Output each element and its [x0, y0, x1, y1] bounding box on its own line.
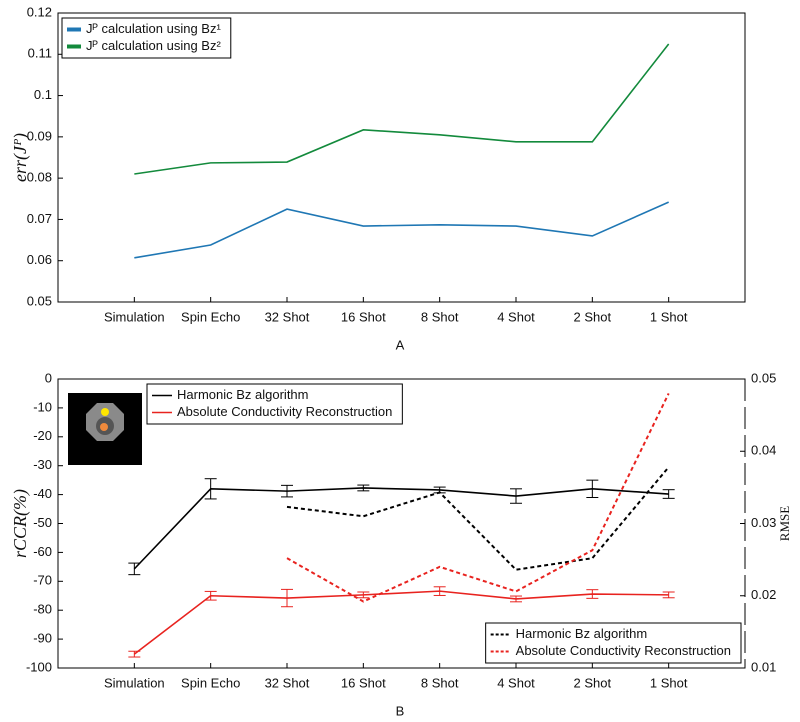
- y-tick-label: 0: [45, 370, 52, 385]
- panel-caption: A: [396, 337, 405, 352]
- legend-box: [146, 383, 403, 425]
- y2-tick-label: 0.01: [751, 659, 776, 674]
- inset-anomaly: [100, 423, 108, 431]
- series-line: [134, 43, 670, 175]
- legend-label: Harmonic Bz algorithm: [516, 626, 648, 641]
- y2-tick-label: 0.02: [751, 587, 776, 602]
- y2-tick-label: 0.03: [751, 515, 776, 530]
- x-tick-label: 32 Shot: [265, 309, 310, 324]
- y-tick-label: 0.07: [27, 211, 52, 226]
- y-tick-label: -80: [33, 602, 52, 617]
- x-tick-label: 1 Shot: [650, 675, 688, 690]
- x-tick-label: 16 Shot: [341, 309, 386, 324]
- y-tick-label: -40: [33, 486, 52, 501]
- panel-caption: B: [396, 703, 405, 718]
- x-tick-label: Spin Echo: [181, 309, 240, 324]
- error-bar: [586, 589, 599, 599]
- y-tick-label: -20: [33, 428, 52, 443]
- y-tick-label: 0.06: [27, 252, 52, 267]
- x-tick-label: 4 Shot: [497, 675, 535, 690]
- error-bar: [204, 478, 217, 500]
- error-bar: [281, 588, 293, 608]
- error-bar: [586, 479, 599, 498]
- x-tick-label: 4 Shot: [497, 309, 535, 324]
- legend: Harmonic Bz algorithm Absolute Conductivi…: [146, 383, 403, 425]
- error-bar: [281, 484, 293, 498]
- error-bar: [662, 591, 675, 599]
- legend-label: Jᴾ calculation using Bz²: [86, 38, 221, 53]
- y-tick-label: -70: [33, 573, 52, 588]
- error-bar: [128, 562, 141, 576]
- inset-image: [68, 393, 142, 465]
- error-bar: [662, 489, 675, 499]
- y-axis-label: err(Jᴾ): [10, 133, 31, 182]
- legend-box: [61, 17, 232, 59]
- error-bar: [128, 650, 141, 658]
- y-tick-label: 0.1: [34, 87, 52, 102]
- y-tick-label: 0.08: [27, 170, 52, 185]
- y-tick-label: -50: [33, 515, 52, 530]
- series-line: [134, 201, 669, 259]
- series-line: [133, 590, 669, 655]
- legend: Harmonic Bz algorithm Absolute Conductivi…: [485, 622, 742, 664]
- error-bar: [510, 595, 522, 603]
- x-tick-label: 1 Shot: [650, 309, 688, 324]
- legend-label: Absolute Conductivity Reconstruction: [177, 404, 392, 419]
- error-bar: [357, 591, 370, 599]
- y-tick-label: -60: [33, 544, 52, 559]
- legend-box: [485, 622, 742, 664]
- y2-axis-label: RMSE: [777, 506, 792, 541]
- error-bar: [510, 488, 522, 504]
- x-tick-label: 8 Shot: [421, 309, 459, 324]
- plot-frame: [57, 12, 746, 303]
- x-tick-label: Simulation: [104, 675, 165, 690]
- error-bar: [204, 590, 217, 601]
- y-tick-label: 0.11: [28, 46, 52, 61]
- series-line: [286, 466, 670, 571]
- y-tick-label: -90: [33, 631, 52, 646]
- y-tick-label: -100: [26, 659, 52, 674]
- y2-tick-label: 0.05: [751, 370, 776, 385]
- x-tick-label: 8 Shot: [421, 675, 459, 690]
- inset-anomaly: [101, 408, 109, 416]
- y-tick-label: 0.05: [27, 293, 52, 308]
- y-tick-label: 0.12: [27, 4, 52, 19]
- x-tick-label: 2 Shot: [574, 675, 612, 690]
- x-tick-label: 16 Shot: [341, 675, 386, 690]
- y-axis-label: rCCR(%): [10, 489, 31, 558]
- x-tick-label: Spin Echo: [181, 675, 240, 690]
- legend-label: Harmonic Bz algorithm: [177, 387, 309, 402]
- error-bar: [433, 586, 446, 596]
- series-line: [286, 393, 670, 603]
- x-tick-label: 2 Shot: [574, 309, 612, 324]
- legend-label: Jᴾ calculation using Bz¹: [86, 21, 221, 36]
- legend: Jᴾ calculation using Bz¹ Jᴾ calculation u…: [61, 17, 232, 59]
- y-tick-label: -30: [33, 457, 52, 472]
- error-bar: [357, 484, 370, 492]
- x-tick-label: Simulation: [104, 309, 165, 324]
- y-tick-label: 0.09: [27, 128, 52, 143]
- y2-tick-label: 0.04: [751, 443, 776, 458]
- series-line: [133, 487, 669, 570]
- y-tick-label: -10: [33, 399, 52, 414]
- legend-label: Absolute Conductivity Reconstruction: [516, 643, 731, 658]
- x-tick-label: 32 Shot: [265, 675, 310, 690]
